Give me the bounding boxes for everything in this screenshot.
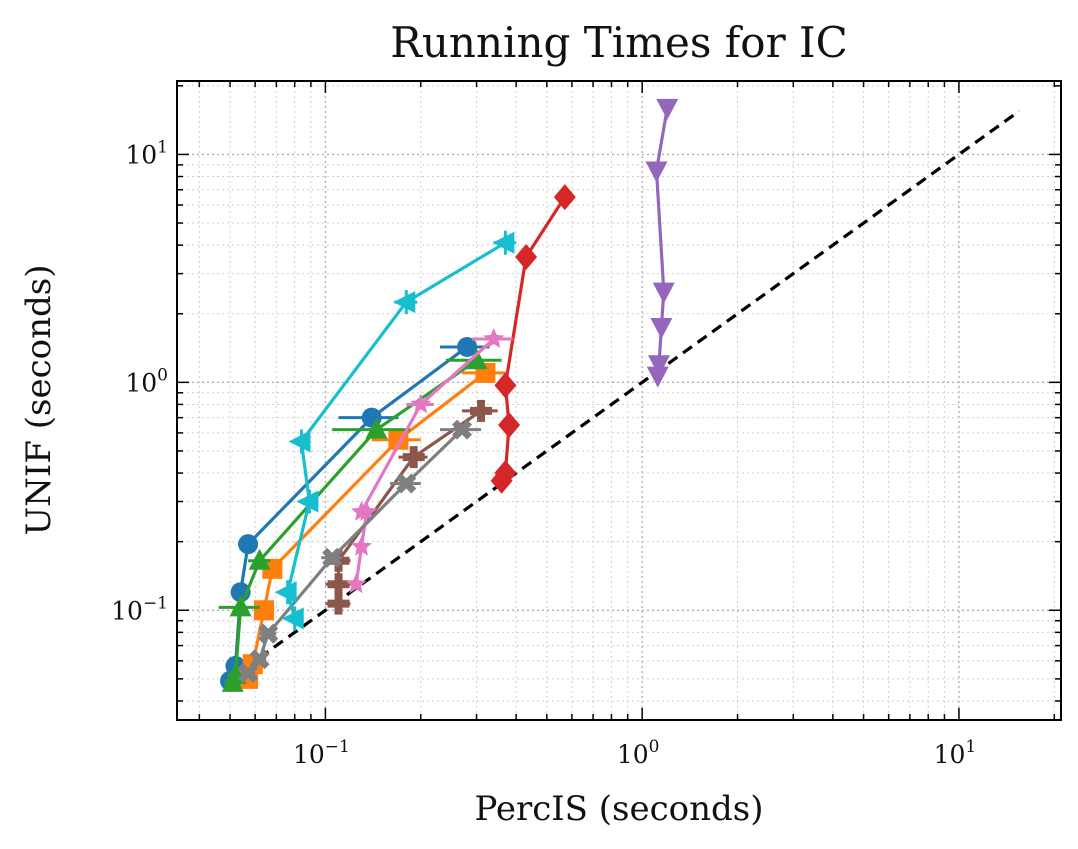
data-point	[249, 649, 270, 670]
data-point	[229, 595, 252, 617]
data-point	[457, 336, 478, 357]
chart-title: Running Times for IC	[390, 18, 848, 67]
grid	[177, 81, 1061, 720]
data-point	[465, 348, 488, 370]
y-axis-label: UNIF (seconds)	[19, 265, 59, 536]
series-series-9	[274, 230, 517, 631]
y-tick-label: 101	[125, 137, 168, 169]
x-tick-label: 100	[617, 737, 660, 769]
data-point	[345, 573, 367, 594]
data-point	[553, 184, 576, 211]
data-point	[452, 419, 473, 440]
data-point	[402, 446, 425, 469]
plot-frame	[176, 80, 1062, 721]
data-point-shape	[274, 581, 297, 604]
reference-line	[229, 109, 1021, 681]
data-point	[327, 592, 350, 615]
data-point	[396, 473, 417, 494]
series-series-4	[490, 184, 576, 494]
y-tick-label: 100	[125, 365, 168, 397]
series-series-7	[345, 328, 513, 594]
data-point	[393, 290, 416, 315]
data-point	[492, 230, 515, 255]
data-point	[498, 411, 521, 438]
data-point	[656, 98, 679, 120]
ticks	[177, 81, 1061, 720]
data-point	[646, 366, 669, 388]
data-point	[281, 606, 304, 631]
data-point	[494, 460, 517, 487]
tick-labels: 10−1 100 101 10−1 100 101	[111, 137, 976, 769]
data-point	[494, 372, 517, 399]
data-point	[296, 489, 319, 514]
data-point	[647, 355, 670, 377]
data-point-shape	[281, 607, 304, 630]
x-tick-label: 101	[934, 737, 977, 769]
data-point	[288, 429, 311, 454]
diagonal-line	[229, 109, 1021, 681]
data-point	[351, 535, 372, 556]
data-point	[410, 393, 432, 414]
series-line	[246, 428, 464, 675]
data-point	[238, 663, 259, 684]
series-series-8	[238, 419, 482, 684]
y-tick-label: 10−1	[111, 593, 168, 625]
data-point	[645, 161, 668, 183]
data-point	[258, 623, 279, 644]
data-point-shape	[393, 291, 416, 314]
data-point	[254, 600, 275, 621]
series-series-5	[645, 98, 679, 388]
data-point	[322, 547, 343, 568]
data-point	[365, 417, 388, 439]
x-axis-label: PercIS (seconds)	[474, 789, 763, 829]
series-layer	[218, 98, 679, 692]
data-point-shape	[296, 490, 319, 513]
data-point	[515, 243, 538, 270]
data-point	[327, 573, 350, 596]
data-point-shape	[288, 430, 311, 453]
data-point	[470, 399, 493, 422]
data-point	[274, 580, 297, 605]
data-point	[483, 328, 505, 348]
data-point	[238, 534, 259, 555]
data-point	[248, 548, 271, 570]
data-point	[351, 500, 372, 521]
data-point	[652, 282, 675, 304]
x-tick-label: 10−1	[293, 737, 350, 769]
data-point-shape	[492, 231, 515, 254]
data-point	[650, 317, 673, 339]
